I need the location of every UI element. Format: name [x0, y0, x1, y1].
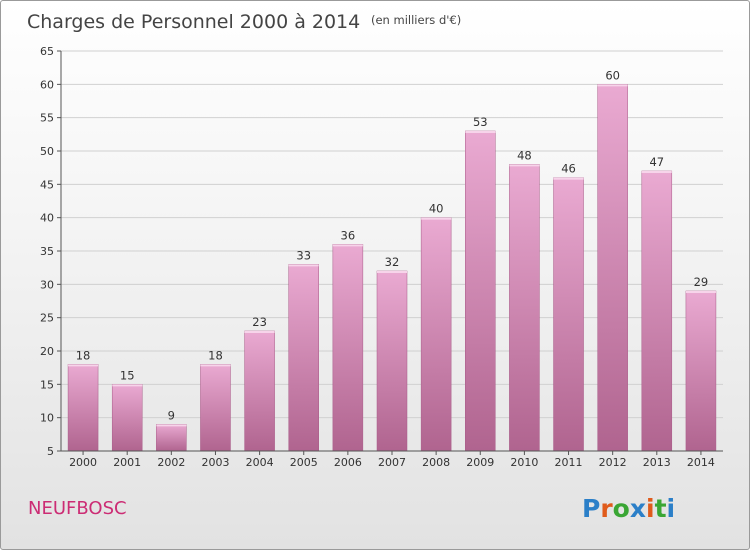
- bar-2008: [420, 217, 452, 452]
- logo-letter: r: [600, 494, 613, 523]
- x-tick-label-2000: 2000: [69, 456, 97, 469]
- y-tick-label: 10: [40, 412, 54, 425]
- y-tick-label: 45: [40, 178, 54, 191]
- x-tick-label-2003: 2003: [201, 456, 229, 469]
- y-tick-label: 60: [40, 78, 54, 91]
- x-tick-label-2006: 2006: [334, 456, 362, 469]
- y-tick-label: 15: [40, 378, 54, 391]
- bar-highlight-2013: [641, 171, 672, 173]
- bar-2003: [200, 364, 231, 452]
- data-label-2007: 32: [385, 255, 400, 269]
- y-tick-label: 65: [40, 45, 54, 58]
- chart-title: Charges de Personnel 2000 à 2014: [27, 11, 360, 33]
- data-label-2002: 9: [168, 408, 175, 422]
- bar-highlight-2002: [156, 424, 187, 427]
- x-tick-label-2004: 2004: [246, 456, 274, 469]
- x-tick-label-2009: 2009: [466, 456, 494, 469]
- bar-highlight-2000: [68, 364, 99, 367]
- data-label-2005: 33: [296, 248, 311, 262]
- data-label-2011: 46: [561, 162, 576, 176]
- bar-highlight-2001: [112, 384, 143, 387]
- x-tick-label-2010: 2010: [510, 456, 538, 469]
- bar-highlight-2009: [465, 131, 496, 133]
- x-tick-label-2012: 2012: [599, 456, 627, 469]
- logo-letter: i: [646, 494, 655, 523]
- bar-2004: [244, 330, 275, 452]
- data-label-2013: 47: [649, 155, 664, 169]
- logo-letter: t: [655, 494, 667, 523]
- bar-highlight-2005: [288, 264, 319, 267]
- bar-2011: [553, 177, 584, 452]
- x-tick-label-2008: 2008: [422, 456, 450, 469]
- bar-highlight-2011: [553, 177, 584, 180]
- commune-name: NEUFBOSC: [28, 498, 127, 519]
- bar-2001: [111, 384, 143, 452]
- y-tick-label: 30: [40, 278, 54, 291]
- logo-letter: i: [667, 494, 676, 523]
- x-tick-label-2014: 2014: [687, 456, 715, 469]
- data-label-2003: 18: [208, 348, 223, 362]
- chart-subtitle: (en milliers d'€): [371, 13, 461, 27]
- y-tick-label: 35: [40, 245, 54, 258]
- logo-letter: x: [630, 494, 646, 523]
- data-label-2008: 40: [429, 202, 444, 216]
- bar-2009: [465, 130, 496, 452]
- bar-2007: [376, 270, 408, 452]
- x-tick-label-2013: 2013: [643, 456, 671, 469]
- proxiti-logo: Proxiti: [582, 494, 675, 523]
- x-tick-label-2001: 2001: [113, 456, 141, 469]
- y-tick-label: 25: [40, 312, 54, 325]
- bar-highlight-2010: [509, 164, 540, 167]
- data-label-2000: 18: [76, 348, 91, 362]
- bar-2014: [685, 290, 717, 452]
- bar-highlight-2008: [421, 217, 452, 220]
- bar-highlight-2012: [597, 84, 628, 87]
- bar-highlight-2014: [685, 291, 716, 293]
- y-tick-label: 5: [47, 445, 54, 458]
- y-tick-label: 50: [40, 145, 54, 158]
- bar-2012: [597, 84, 628, 452]
- data-label-2012: 60: [605, 68, 620, 82]
- x-tick-label-2005: 2005: [290, 456, 318, 469]
- y-tick-label: 55: [40, 112, 54, 125]
- y-tick-label: 20: [40, 345, 54, 358]
- data-label-2010: 48: [517, 148, 532, 162]
- data-label-2009: 53: [473, 115, 488, 129]
- logo-letter: o: [613, 494, 630, 523]
- data-label-2014: 29: [694, 275, 709, 289]
- data-label-2006: 36: [341, 228, 356, 242]
- bar-highlight-2003: [200, 364, 231, 367]
- bar-highlight-2006: [332, 244, 363, 247]
- data-label-2004: 23: [252, 315, 267, 329]
- bar-2013: [641, 170, 673, 452]
- axes: 5 10 15 20 25 30 35 40 45 50 55 60 65 2000 2001 2002 200…: [40, 45, 723, 469]
- bar-2000: [67, 364, 99, 452]
- bars: [67, 84, 717, 452]
- bar-2010: [509, 164, 540, 452]
- bar-2006: [332, 244, 364, 452]
- x-tick-label-2011: 2011: [555, 456, 583, 469]
- bar-2002: [156, 424, 187, 452]
- data-label-2001: 15: [120, 368, 135, 382]
- logo-letter: P: [582, 494, 600, 523]
- y-tick-label: 40: [40, 212, 54, 225]
- bar-2005: [288, 264, 319, 452]
- bar-highlight-2004: [244, 331, 275, 333]
- bar-highlight-2007: [377, 271, 407, 273]
- x-tick-label-2007: 2007: [378, 456, 406, 469]
- x-tick-label-2002: 2002: [157, 456, 185, 469]
- data-labels: 18 15 9 18 23 33 36 32 40 53 48 46 60 47 29: [76, 68, 709, 422]
